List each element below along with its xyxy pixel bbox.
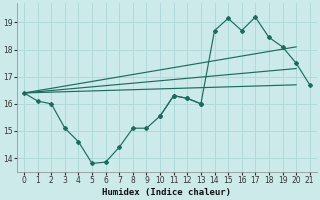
X-axis label: Humidex (Indice chaleur): Humidex (Indice chaleur) [102, 188, 231, 197]
